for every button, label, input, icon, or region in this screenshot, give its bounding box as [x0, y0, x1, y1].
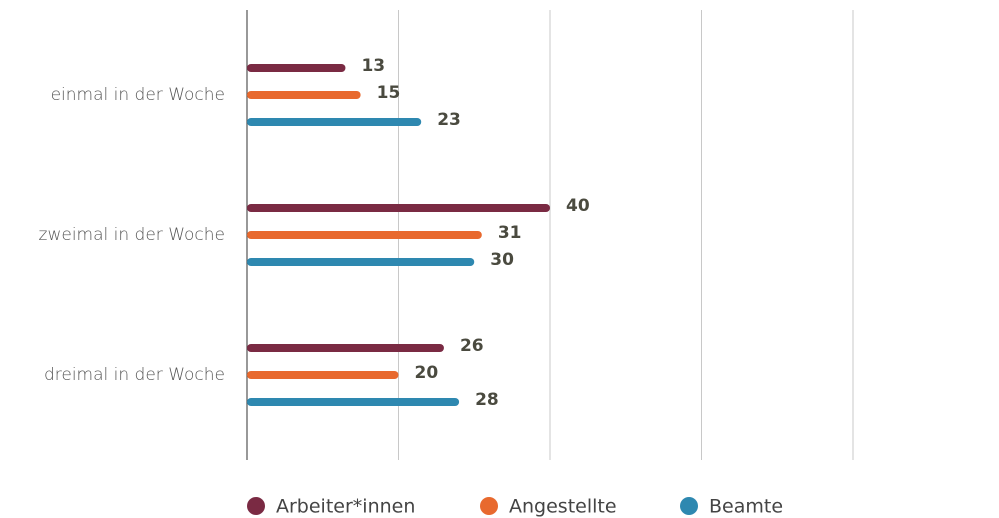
y-tick-label: dreimal in der Woche	[44, 365, 225, 385]
legend-marker	[480, 497, 498, 515]
legend-label: Angestellte	[509, 496, 617, 518]
legend-marker	[680, 497, 698, 515]
data-label: 26	[460, 336, 484, 356]
data-label: 13	[361, 56, 385, 76]
data-label: 30	[490, 250, 514, 270]
legend-label: Arbeiter*innen	[276, 496, 415, 518]
data-label: 31	[498, 223, 522, 243]
y-tick-label: zweimal in der Woche	[39, 225, 225, 245]
data-label: 20	[415, 363, 439, 383]
data-label: 28	[475, 390, 499, 410]
legend-marker	[247, 497, 265, 515]
legend-label: Beamte	[709, 496, 783, 518]
y-tick-label: einmal in der Woche	[51, 85, 225, 105]
data-label: 23	[437, 110, 461, 130]
data-label: 15	[377, 83, 401, 103]
data-label: 40	[566, 196, 590, 216]
